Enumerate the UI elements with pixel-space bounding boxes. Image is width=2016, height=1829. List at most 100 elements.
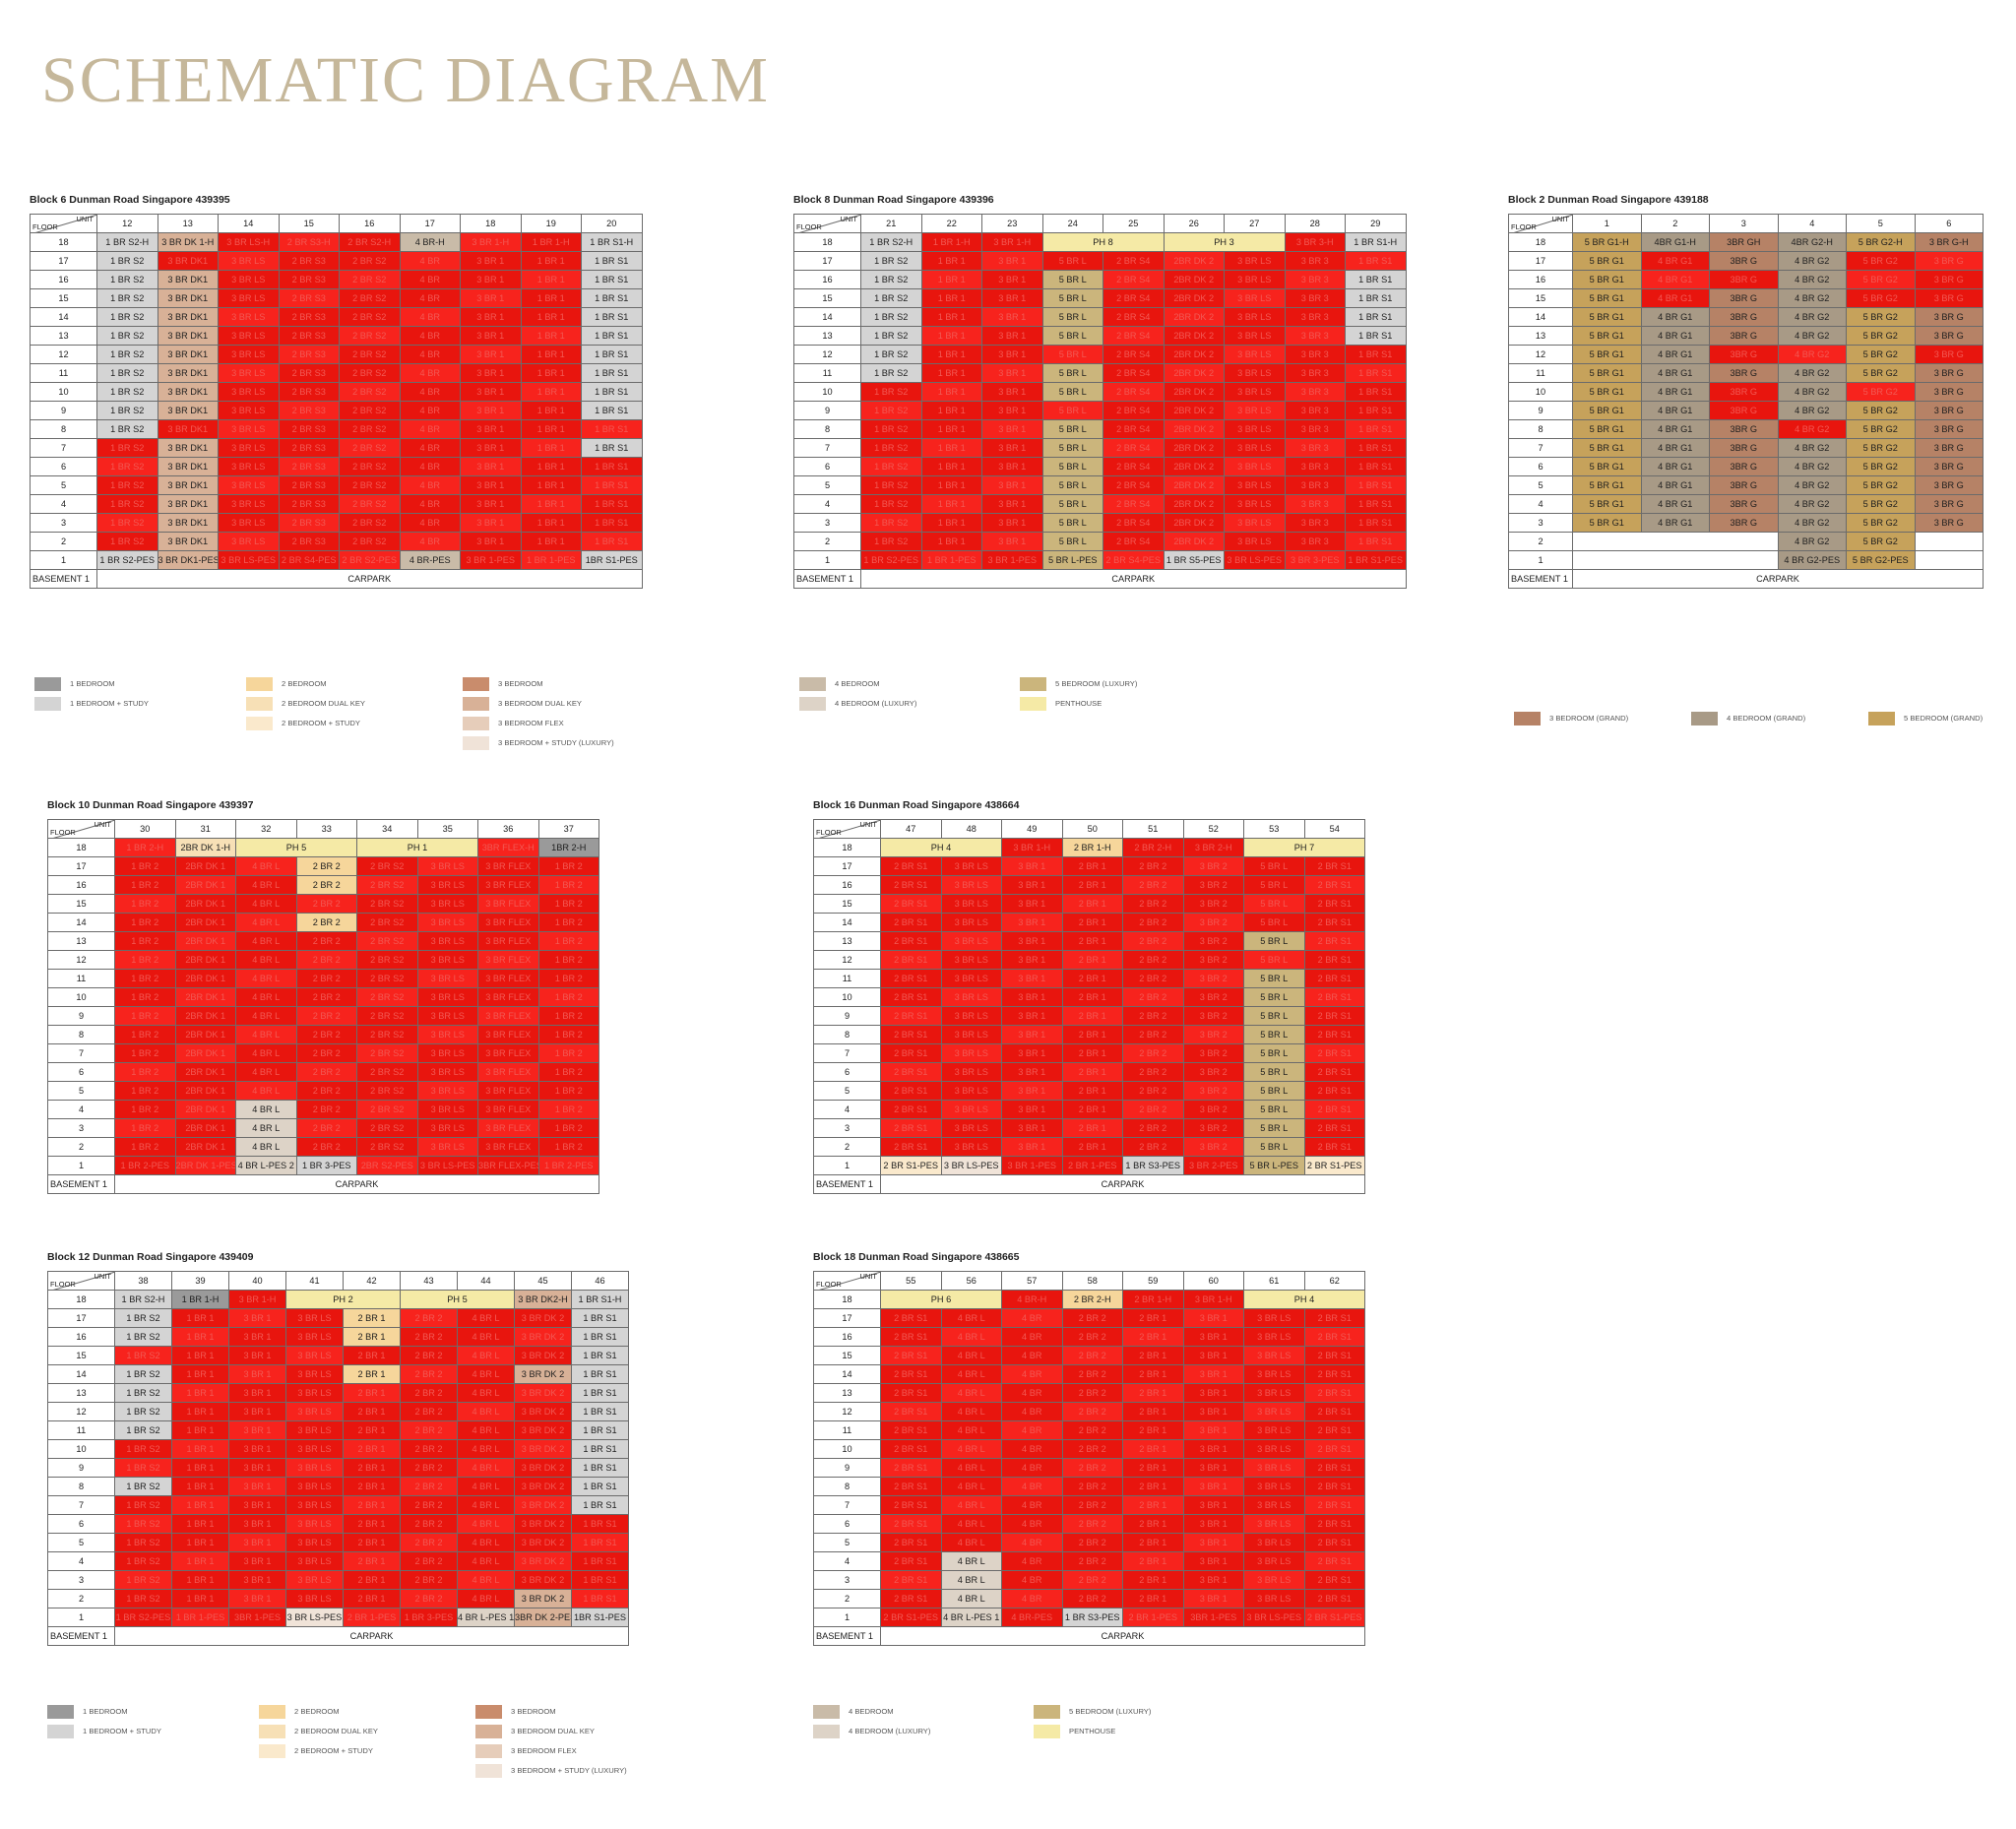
- unit-cell[interactable]: 2 BR 1-PES: [343, 1608, 401, 1627]
- unit-cell[interactable]: 1 BR 1: [520, 401, 582, 420]
- unit-cell[interactable]: 1 BR 1: [520, 475, 582, 495]
- unit-cell[interactable]: 4 BR L: [235, 1100, 297, 1119]
- unit-cell[interactable]: 3 BR 1: [981, 457, 1043, 476]
- unit-cell[interactable]: 1 BR 1: [171, 1346, 229, 1365]
- unit-cell[interactable]: 1 BR 1-PES: [520, 550, 582, 570]
- unit-cell[interactable]: 1 BR S1: [581, 401, 643, 420]
- unit-cell[interactable]: 1 BR S2: [114, 1589, 172, 1608]
- unit-cell[interactable]: 3 BR 1: [1001, 1062, 1063, 1082]
- unit-cell[interactable]: 3 BR DK 2: [514, 1383, 572, 1403]
- unit-cell[interactable]: 2 BR 2: [400, 1439, 458, 1459]
- unit-cell[interactable]: 2 BR S2: [339, 382, 401, 402]
- unit-cell[interactable]: 2BR DK 1: [174, 856, 236, 876]
- unit-cell[interactable]: 2 BR 2: [1122, 894, 1184, 914]
- unit-cell[interactable]: 1 BR 3-PES: [400, 1608, 458, 1627]
- unit-cell[interactable]: 3 BR G: [1914, 401, 1984, 420]
- unit-cell[interactable]: 4 BR: [399, 288, 461, 308]
- unit-cell[interactable]: 1 BR S1: [581, 457, 643, 476]
- unit-cell[interactable]: 2 BR 1: [1061, 894, 1123, 914]
- unit-cell[interactable]: 2 BR S1-PES: [880, 1156, 942, 1175]
- unit-cell[interactable]: 1 BR S1: [1345, 345, 1407, 364]
- unit-cell[interactable]: 3 BR G: [1914, 288, 1984, 308]
- unit-cell[interactable]: 2 BR 2: [400, 1364, 458, 1384]
- unit-cell[interactable]: 2 BR S3: [278, 251, 340, 271]
- unit-cell[interactable]: 3 BR LS: [218, 326, 280, 346]
- unit-cell[interactable]: 3 BR LS: [416, 1062, 478, 1082]
- unit-cell[interactable]: 1 BR S1: [571, 1439, 629, 1459]
- unit-cell[interactable]: 3 BR 1: [1182, 1477, 1244, 1496]
- unit-cell[interactable]: 3 BR LS: [1243, 1495, 1305, 1515]
- unit-cell[interactable]: 2 BR 2: [1122, 1025, 1184, 1044]
- unit-cell[interactable]: 4 BR-PES: [399, 550, 461, 570]
- unit-cell[interactable]: 2 BR S2: [356, 931, 418, 951]
- unit-cell[interactable]: 4 BR G1: [1640, 457, 1710, 476]
- unit-cell[interactable]: 3 BR 1: [981, 345, 1043, 364]
- unit-cell[interactable]: 1 BR 1: [171, 1420, 229, 1440]
- unit-cell[interactable]: 1 BR 2: [114, 875, 176, 895]
- unit-cell[interactable]: 3 BR 1: [228, 1420, 286, 1440]
- unit-cell[interactable]: 3 BR 2: [1182, 1062, 1244, 1082]
- unit-cell[interactable]: 1 BR 1: [171, 1589, 229, 1608]
- unit-cell[interactable]: 5 BR L: [1243, 856, 1305, 876]
- unit-cell[interactable]: 3 BR FLEX: [477, 1081, 539, 1101]
- unit-cell[interactable]: 1 BR S2: [96, 326, 158, 346]
- unit-cell[interactable]: 1 BR S1: [1345, 307, 1407, 327]
- unit-cell[interactable]: 1 BR S2: [96, 457, 158, 476]
- unit-cell[interactable]: 2 BR S3: [278, 288, 340, 308]
- unit-cell[interactable]: 2 BR 2: [295, 913, 357, 932]
- unit-cell[interactable]: 3 BR LS: [940, 950, 1002, 970]
- unit-cell[interactable]: 1 BR S1: [1345, 363, 1407, 383]
- unit-cell[interactable]: 2 BR S3: [278, 401, 340, 420]
- unit-cell[interactable]: 3 BR 3: [1284, 270, 1346, 289]
- unit-cell[interactable]: 2BR DK 1: [174, 894, 236, 914]
- unit-cell[interactable]: 5 BR L: [1041, 307, 1103, 327]
- unit-cell[interactable]: 2 BR 2: [400, 1570, 458, 1590]
- unit-cell[interactable]: 1 BR S2-PES: [96, 550, 158, 570]
- unit-cell[interactable]: 3 BR 1: [228, 1308, 286, 1328]
- unit-cell[interactable]: 5 BR G1: [1572, 513, 1642, 533]
- unit-cell[interactable]: 5 BR G2-H: [1846, 232, 1916, 252]
- unit-cell[interactable]: 3 BR 1: [460, 326, 522, 346]
- unit-cell[interactable]: 3 BR 1: [1001, 1137, 1063, 1157]
- unit-cell[interactable]: 1 BR 2: [537, 894, 599, 914]
- unit-cell[interactable]: 3 BR LS: [1243, 1383, 1305, 1403]
- unit-cell[interactable]: 1 BR 1: [920, 532, 982, 551]
- unit-cell[interactable]: 1 BR S2: [114, 1402, 172, 1421]
- unit-cell[interactable]: 1 BR S2: [860, 532, 922, 551]
- unit-cell[interactable]: 1 BR S1: [581, 363, 643, 383]
- unit-cell[interactable]: 3 BR LS: [1243, 1458, 1305, 1478]
- unit-cell[interactable]: 3 BR LS: [218, 270, 280, 289]
- unit-cell[interactable]: 3BR G: [1709, 438, 1779, 458]
- unit-cell[interactable]: 1 BR S1: [1345, 382, 1407, 402]
- unit-cell[interactable]: 3 BR 1: [981, 307, 1043, 327]
- unit-cell[interactable]: 1 BR S1: [1345, 438, 1407, 458]
- unit-cell[interactable]: 3 BR 3: [1284, 288, 1346, 308]
- unit-cell[interactable]: 2 BR 2: [295, 987, 357, 1007]
- unit-cell[interactable]: 1 BR 1: [520, 345, 582, 364]
- unit-cell[interactable]: 2 BR S4: [1102, 419, 1165, 439]
- unit-cell[interactable]: 3 BR LS: [1243, 1346, 1305, 1365]
- unit-cell[interactable]: 3 BR LS: [416, 1100, 478, 1119]
- unit-cell[interactable]: 4 BR: [1001, 1533, 1063, 1552]
- unit-cell[interactable]: 2 BR S1: [880, 1477, 942, 1496]
- unit-cell[interactable]: 3 BR LS: [940, 1118, 1002, 1138]
- unit-cell[interactable]: 1 BR S1: [571, 1551, 629, 1571]
- unit-cell[interactable]: 4 BR L: [235, 1137, 297, 1157]
- unit-cell[interactable]: 3 BR FLEX: [477, 1137, 539, 1157]
- unit-cell[interactable]: 1 BR S3-PES: [1061, 1608, 1123, 1627]
- unit-cell[interactable]: 3 BR 1: [1182, 1458, 1244, 1478]
- unit-cell[interactable]: 1 BR 2: [114, 1025, 176, 1044]
- unit-cell[interactable]: 3 BR 1: [460, 363, 522, 383]
- unit-cell[interactable]: 3 BR LS: [940, 1081, 1002, 1101]
- unit-cell[interactable]: 4 BR G1: [1640, 307, 1710, 327]
- unit-cell[interactable]: 1 BR 1: [171, 1402, 229, 1421]
- unit-cell[interactable]: 2 BR 1: [1061, 1100, 1123, 1119]
- unit-cell[interactable]: 3 BR LS: [1224, 326, 1286, 346]
- unit-cell[interactable]: 2 BR 1: [1061, 1043, 1123, 1063]
- unit-cell[interactable]: 2 BR 1: [1122, 1383, 1184, 1403]
- unit-cell[interactable]: 1 BR S2: [860, 475, 922, 495]
- unit-cell[interactable]: 2 BR S2: [356, 950, 418, 970]
- unit-cell[interactable]: 3 BR LS: [218, 288, 280, 308]
- unit-cell[interactable]: 2 BR 2: [1061, 1308, 1123, 1328]
- unit-cell[interactable]: 4 BR G1: [1640, 251, 1710, 271]
